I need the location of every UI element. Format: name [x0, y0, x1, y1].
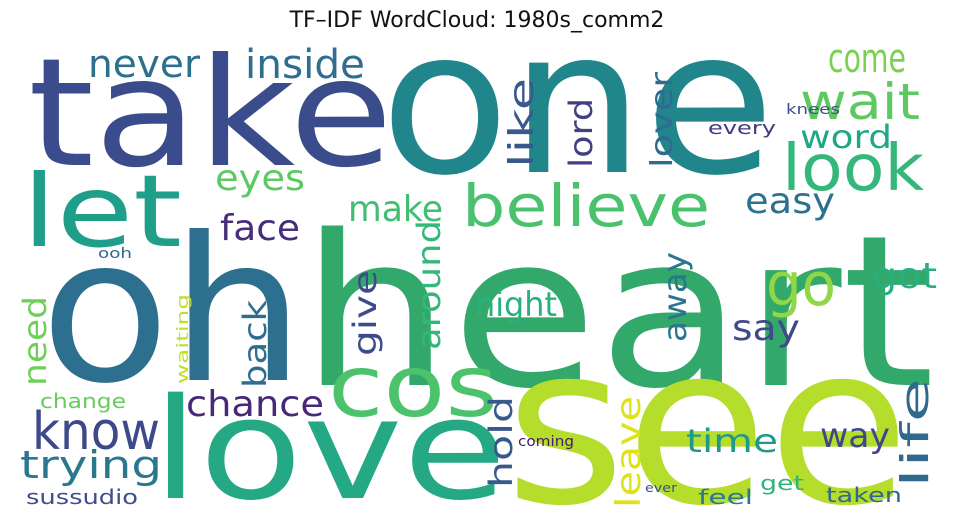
- word-feel: feel: [698, 485, 753, 509]
- word-never: never: [88, 42, 200, 86]
- word-ever: ever: [645, 481, 677, 495]
- word-need: need: [16, 296, 54, 386]
- word-way: way: [820, 416, 890, 456]
- word-make: make: [348, 189, 443, 230]
- word-see: see: [505, 298, 910, 523]
- word-knees: knees: [786, 102, 840, 118]
- word-love: love: [152, 369, 507, 523]
- word-take: take: [28, 27, 393, 201]
- word-come: come: [828, 36, 906, 82]
- word-like: like: [502, 78, 542, 168]
- word-back: back: [236, 299, 274, 388]
- word-easy: easy: [745, 181, 835, 222]
- word-lord: lord: [562, 98, 600, 168]
- word-coming: coming: [518, 434, 574, 450]
- word-life: night: [475, 285, 557, 325]
- word-taken: taken: [826, 483, 902, 507]
- word-around: around: [410, 220, 448, 350]
- word-away: away: [656, 252, 694, 342]
- word-look: look: [782, 132, 924, 206]
- word-cos: cos: [328, 337, 498, 437]
- word-hold: hold: [482, 396, 520, 488]
- word-let: let: [22, 153, 182, 270]
- word-night: life: [893, 378, 937, 488]
- word-face: face: [220, 208, 300, 249]
- word-ooh: ooh: [98, 246, 132, 262]
- word-lover: lover: [645, 71, 680, 168]
- word-get: get: [760, 471, 804, 495]
- word-trying: trying: [20, 443, 162, 487]
- word-word: word: [800, 118, 892, 156]
- word-believe: believe: [462, 172, 710, 240]
- word-leave: leave: [609, 396, 649, 508]
- word-say: say: [732, 308, 800, 349]
- word-chance: chance: [186, 384, 324, 425]
- word-wait: wait: [800, 73, 920, 131]
- word-one: one: [380, 0, 775, 220]
- word-sussudio: sussudio: [26, 485, 138, 509]
- word-inside: inside: [245, 42, 365, 88]
- word-every: every: [708, 118, 776, 139]
- word-heart: heart: [300, 190, 935, 435]
- word-go: go: [766, 250, 836, 320]
- word-time: time: [686, 422, 778, 460]
- page-title: TF–IDF WordCloud: 1980s_comm2: [289, 8, 665, 33]
- word-give: give: [346, 270, 384, 356]
- word-change: change: [40, 389, 126, 413]
- word-eyes: eyes: [215, 158, 305, 199]
- word-waiting: waiting: [173, 294, 192, 384]
- word-oh: oh: [40, 195, 305, 428]
- word-know: know: [32, 402, 160, 462]
- word-got: got: [872, 256, 937, 297]
